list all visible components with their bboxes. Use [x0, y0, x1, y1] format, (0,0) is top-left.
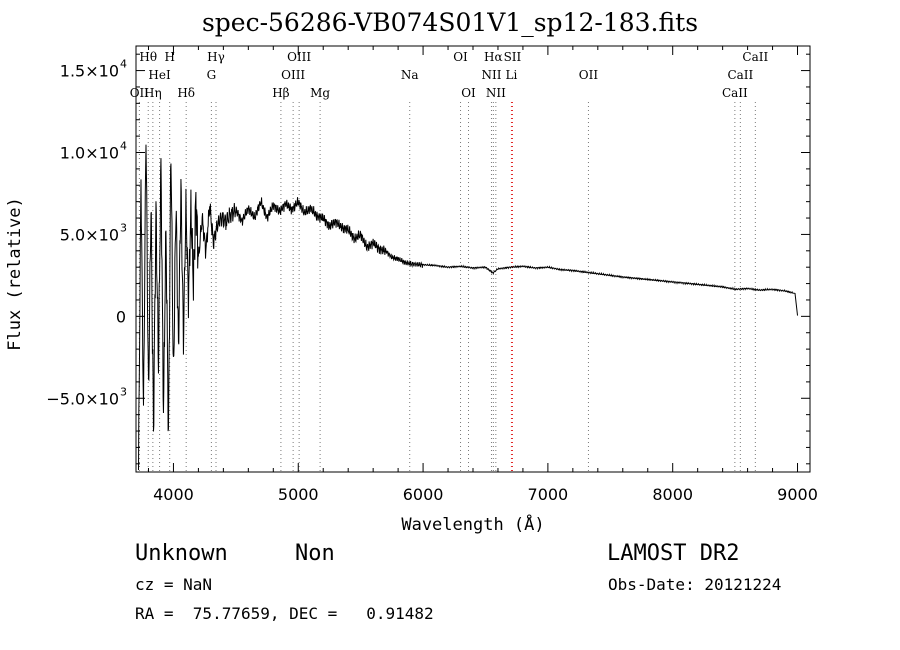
- survey-name: LAMOST DR2: [607, 541, 740, 566]
- x-tick-label: 5000: [278, 485, 319, 504]
- line-label-21: OI: [461, 86, 476, 100]
- line-label-2: Hγ: [207, 50, 225, 64]
- x-tick-label: 7000: [528, 485, 569, 504]
- line-label-20: Mg: [310, 86, 330, 100]
- spectral-subclass: Non: [295, 541, 335, 566]
- line-label-7: CaII: [742, 50, 768, 64]
- line-label-12: NII: [481, 68, 501, 82]
- line-label-3: OIII: [287, 50, 311, 64]
- spectral-class: Unknown: [135, 541, 228, 566]
- line-label-9: G: [207, 68, 217, 82]
- line-label-4: OI: [453, 50, 468, 64]
- line-label-18: Hδ: [177, 86, 195, 100]
- x-tick-label: 8000: [652, 485, 693, 504]
- line-label-13: Li: [506, 68, 518, 82]
- x-axis-label: Wavelength (Å): [401, 513, 544, 535]
- line-label-16: OII: [130, 86, 150, 100]
- line-label-14: OII: [579, 68, 599, 82]
- line-label-1: H: [164, 50, 174, 64]
- y-tick-label: −5.0×10: [46, 389, 119, 408]
- ra-dec-coordinates: RA = 75.77659, DEC = 0.91482: [135, 604, 434, 623]
- chart-title: spec-56286-VB074S01V1_sp12-183.fits: [201, 8, 699, 37]
- line-label-5: Hα: [484, 50, 503, 64]
- line-label-0: Hθ: [139, 50, 157, 64]
- y-tick-exponent: 3: [120, 385, 127, 398]
- line-label-15: CaII: [727, 68, 753, 82]
- line-label-11: Na: [401, 68, 419, 82]
- x-tick-label: 4000: [153, 485, 194, 504]
- spectrum-line: [138, 144, 799, 470]
- line-label-17: Hη: [144, 86, 162, 100]
- line-label-23: CaII: [722, 86, 748, 100]
- y-tick-label: 5.0×10: [60, 225, 119, 244]
- line-label-6: SII: [504, 50, 522, 64]
- y-tick-label: 1.5×10: [60, 62, 119, 81]
- y-tick-exponent: 3: [120, 221, 127, 234]
- plot-frame: [135, 45, 811, 473]
- observation-date: Obs-Date: 20121224: [608, 575, 782, 594]
- y-tick-exponent: 4: [120, 58, 127, 71]
- line-label-19: Hβ: [272, 86, 289, 100]
- line-label-10: OIII: [281, 68, 305, 82]
- line-label-8: HeI: [148, 68, 171, 82]
- y-tick-label: 1.0×10: [60, 144, 119, 163]
- redshift-value: cz = NaN: [135, 575, 213, 594]
- y-axis-label: Flux (relative): [5, 197, 25, 351]
- line-label-22: NII: [486, 86, 506, 100]
- x-tick-label: 9000: [777, 485, 818, 504]
- y-tick-exponent: 4: [120, 140, 127, 153]
- x-tick-label: 6000: [403, 485, 444, 504]
- y-tick-label: 0: [116, 307, 126, 326]
